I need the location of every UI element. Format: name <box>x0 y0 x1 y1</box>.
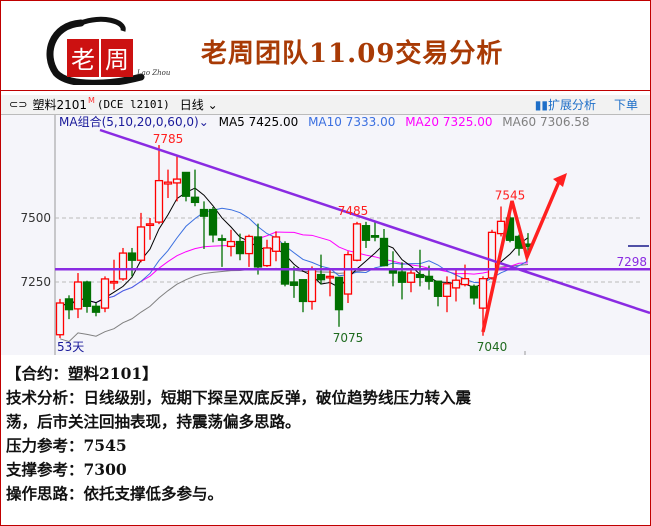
ma5-value: MA5 7425.00 <box>218 115 299 129</box>
price-annotation: 7040 <box>477 340 508 354</box>
logo-script: Lao Zhou <box>136 69 171 77</box>
candle-body <box>370 235 380 238</box>
ma10-line <box>59 207 529 307</box>
candle-body <box>199 208 209 217</box>
support-line: 支撑参考：7300 <box>6 460 127 479</box>
technical-line: 技术分析：日线级别，短期下探呈双底反弹，破位趋势线压力转入震 <box>6 388 472 407</box>
candle-body <box>487 231 497 279</box>
candle-body <box>82 281 92 307</box>
candle-body <box>406 272 416 283</box>
resistance-line: 压力参考：7545 <box>6 436 127 455</box>
candle-body <box>262 247 272 267</box>
price-annotation: 7075 <box>333 331 364 345</box>
main-contract-badge: M <box>87 96 95 105</box>
ma-legend: MA组合(5,10,20,0,60,0)⌄ MA5 7425.00 MA10 7… <box>59 115 596 129</box>
extend-analysis-label: 扩展分析 <box>547 97 596 112</box>
candle-body <box>235 240 245 255</box>
days-label: 53天 <box>57 340 84 354</box>
candle-body <box>181 171 191 197</box>
ma60-value: MA60 7306.58 <box>502 115 590 129</box>
y-tick-label: 7500 <box>20 211 51 225</box>
strategy-line: 操作思路：依托支撑低多参与。 <box>6 484 224 503</box>
candle-body <box>307 269 317 303</box>
downtrend-line <box>99 128 650 315</box>
candle-body <box>379 237 389 267</box>
candle-body <box>253 236 263 268</box>
y-tick-label: 7250 <box>20 275 51 289</box>
technical-line-cont: 荡，后市关注回抽表现，持震荡偏多思路。 <box>6 412 301 431</box>
candle-body <box>424 275 434 282</box>
candle-body <box>163 181 173 185</box>
logo: 老 周 Lao Zhou <box>46 16 171 85</box>
candle-body <box>271 236 281 252</box>
candle-body <box>334 276 344 311</box>
forecast-arrow <box>481 176 563 333</box>
candle-body <box>109 280 119 284</box>
candle-body <box>172 178 182 184</box>
candle-body <box>154 179 164 223</box>
bar-chart-icon: ▮▮ <box>534 97 548 112</box>
price-annotation: 7545 <box>495 188 526 202</box>
candle-body <box>118 252 128 280</box>
candle-body <box>316 273 326 281</box>
candle-body <box>451 279 461 289</box>
analysis-text: 【合约：塑料2101】 技术分析：日线级别，短期下探呈双底反弹，破位趋势线压力转… <box>6 362 642 506</box>
page-title: 老周团队11.09交易分析 <box>201 39 504 69</box>
chevron-down-icon: ⌄ <box>207 97 218 112</box>
chart-toolbar: ⊂⊃ 塑料2101 M (DCE l2101) 日线 ⌄ ▮▮扩展分析 下单 <box>1 95 650 115</box>
period-select[interactable]: 日线 ⌄ <box>180 95 218 115</box>
exchange-code: (DCE l2101) <box>96 97 170 111</box>
candle-body <box>217 238 227 241</box>
price-annotation: 7485 <box>338 204 369 218</box>
extend-analysis-button[interactable]: ▮▮扩展分析 <box>535 95 596 115</box>
price-annotation: 7785 <box>153 132 184 146</box>
period-label: 日线 <box>179 97 204 112</box>
candle-body <box>415 273 425 279</box>
header: 老 周 Lao Zhou 老周团队11.09交易分析 <box>1 1 650 91</box>
candle-body <box>343 253 353 295</box>
candle-body <box>361 225 371 241</box>
ma5-line <box>59 187 529 307</box>
candle-body <box>190 196 200 204</box>
symbol-label[interactable]: 塑料2101 <box>32 97 87 112</box>
candle-body <box>478 278 488 309</box>
candle-body <box>469 285 479 299</box>
ma-combo-select[interactable]: MA组合(5,10,20,0,60,0) <box>59 115 199 129</box>
logo-char-2: 周 <box>105 46 129 74</box>
candle-body <box>127 252 137 261</box>
candle-body <box>280 242 290 285</box>
order-button[interactable]: 下单 <box>613 97 638 112</box>
chart-canvas: 7500 7250 7298 7785 7485 7075 7040 7545 53天 <box>20 115 650 355</box>
candle-body <box>226 240 236 248</box>
candle-body <box>298 279 308 303</box>
candle-body <box>352 223 362 261</box>
candle-body <box>55 302 65 336</box>
contract-line: 【合约：塑料2101】 <box>6 364 158 383</box>
candle-body <box>244 235 254 255</box>
candle-body <box>145 223 155 227</box>
candle-body <box>433 280 443 297</box>
candle-body <box>460 278 470 286</box>
candle-body <box>64 298 74 311</box>
candle-body <box>100 278 110 309</box>
ma10-value: MA10 7333.00 <box>308 115 396 129</box>
logo-char-1: 老 <box>71 46 95 74</box>
candle-body <box>136 226 146 261</box>
candle-body <box>397 271 407 283</box>
candle-body <box>91 305 101 313</box>
link-icon[interactable]: ⊂⊃ <box>9 97 28 111</box>
support-label: 7298 <box>616 255 647 269</box>
ma20-value: MA20 7325.00 <box>405 115 493 129</box>
chevron-down-icon[interactable]: ⌄ <box>198 115 209 129</box>
candlestick-chart[interactable]: 7500 7250 7298 7785 7485 7075 7040 7545 53天 MA组合… <box>1 115 650 355</box>
candle-body <box>289 281 299 286</box>
candle-body <box>73 281 83 310</box>
candle-body <box>442 283 452 297</box>
candle-body <box>208 208 218 236</box>
candle-body <box>325 275 335 279</box>
arrow-head-icon <box>553 173 567 187</box>
